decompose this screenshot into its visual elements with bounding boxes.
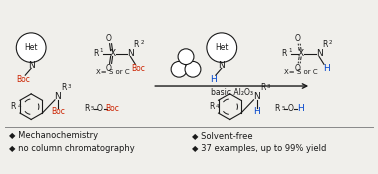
- Text: O: O: [294, 34, 300, 43]
- Text: Het: Het: [25, 43, 38, 52]
- Text: Boc: Boc: [51, 107, 65, 116]
- Text: R: R: [11, 102, 16, 111]
- Text: N: N: [253, 92, 260, 101]
- Text: 1: 1: [288, 48, 292, 53]
- Text: Boc: Boc: [16, 75, 30, 84]
- Text: R: R: [93, 49, 98, 58]
- Text: 2: 2: [329, 40, 333, 45]
- Text: ◆ Solvent-free: ◆ Solvent-free: [192, 131, 253, 140]
- Text: R: R: [322, 40, 328, 49]
- Text: R: R: [275, 104, 280, 113]
- Text: basic Al₂O₃: basic Al₂O₃: [211, 88, 253, 97]
- Text: 1: 1: [100, 48, 103, 53]
- Text: X= S or C: X= S or C: [96, 69, 129, 75]
- Text: Boc: Boc: [132, 64, 145, 73]
- Text: H: H: [253, 107, 260, 116]
- Circle shape: [185, 61, 201, 77]
- Text: ◆ no column chromatography: ◆ no column chromatography: [9, 144, 135, 152]
- Text: O: O: [294, 64, 300, 73]
- Text: N: N: [218, 61, 225, 70]
- Text: 3: 3: [68, 84, 71, 89]
- Text: R: R: [61, 84, 67, 93]
- Text: X: X: [298, 49, 304, 58]
- Text: Het: Het: [215, 43, 229, 52]
- Text: R: R: [282, 49, 287, 58]
- Circle shape: [207, 33, 237, 62]
- Text: 4: 4: [216, 104, 219, 109]
- Circle shape: [171, 61, 187, 77]
- Text: N: N: [316, 49, 322, 58]
- Text: 2: 2: [140, 40, 144, 45]
- Text: Boc: Boc: [105, 104, 119, 113]
- Text: 5: 5: [91, 106, 94, 111]
- Text: X= S or C: X= S or C: [284, 69, 318, 75]
- Text: R: R: [209, 102, 215, 111]
- Text: N: N: [54, 92, 61, 101]
- Text: H: H: [211, 75, 217, 84]
- Text: R: R: [134, 40, 139, 49]
- Text: H: H: [324, 64, 330, 73]
- Text: R: R: [260, 84, 265, 93]
- Text: R: R: [84, 104, 90, 113]
- Circle shape: [178, 49, 194, 65]
- Text: O: O: [106, 34, 112, 43]
- Text: O: O: [97, 104, 102, 113]
- Text: ◆ 37 examples, up to 99% yield: ◆ 37 examples, up to 99% yield: [192, 144, 326, 152]
- Text: N: N: [127, 49, 134, 58]
- Text: 3: 3: [266, 84, 270, 89]
- Text: O: O: [106, 64, 112, 73]
- Text: 5: 5: [281, 106, 285, 111]
- Circle shape: [16, 33, 46, 62]
- Text: O: O: [287, 104, 293, 113]
- Text: ◆ Mechanochemistry: ◆ Mechanochemistry: [9, 131, 98, 140]
- Text: H: H: [297, 104, 304, 113]
- Text: N: N: [28, 61, 34, 70]
- Text: X: X: [110, 49, 116, 58]
- Text: 4: 4: [17, 104, 21, 109]
